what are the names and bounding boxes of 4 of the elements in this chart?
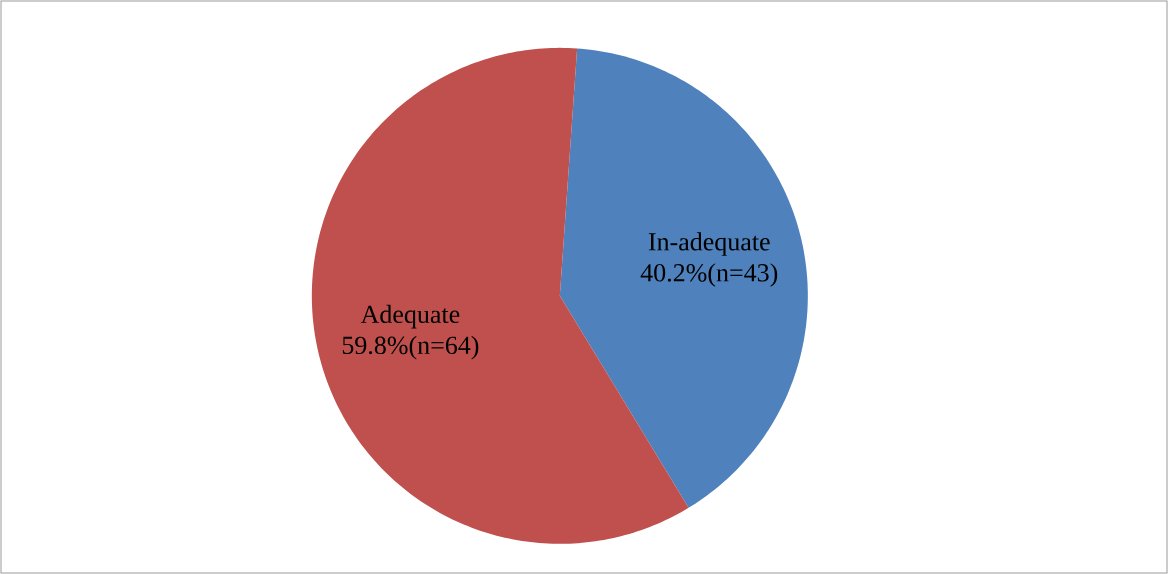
slice-label: Adequate <box>360 304 460 329</box>
data-label: 40.2%(n=43) <box>640 263 778 287</box>
slice-label: In-adequate <box>648 232 770 256</box>
data-label: 59.8%(n=64) <box>342 335 479 360</box>
